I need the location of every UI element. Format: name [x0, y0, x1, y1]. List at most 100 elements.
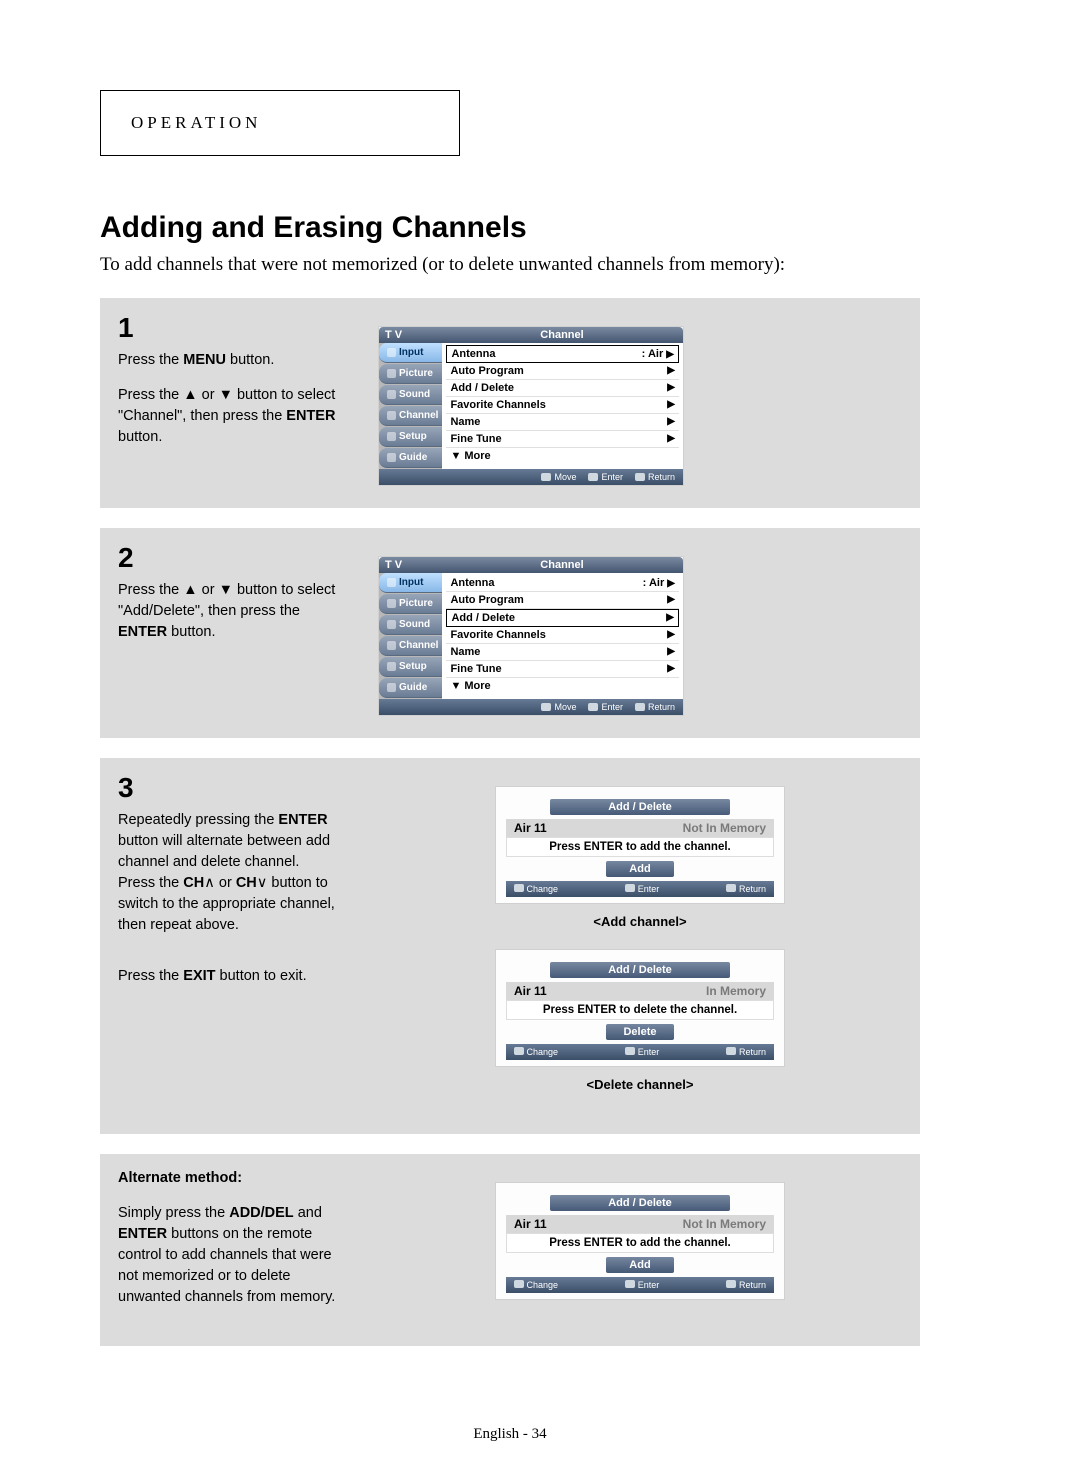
step-number: 1 — [118, 312, 338, 344]
intro-text: To add channels that were not memorized … — [100, 253, 920, 278]
change-icon — [514, 884, 524, 892]
return-icon — [726, 884, 736, 892]
sidebar-item[interactable]: Guide — [379, 448, 442, 468]
dialog-title: Add / Delete — [550, 799, 730, 815]
step-1-screenshot: T V Channel Input Picture Sound Channel … — [378, 312, 902, 486]
dialog-message: Press ENTER to delete the channel. — [506, 1000, 774, 1020]
input-icon — [387, 348, 396, 357]
step-1: 1 Press the MENU button. Press the ▲ or … — [100, 298, 920, 508]
step-2: 2 Press the ▲ or ▼ button to select "Add… — [100, 528, 920, 738]
step-1-p1: Press the MENU button. — [118, 350, 338, 371]
step-2-instructions: 2 Press the ▲ or ▼ button to select "Add… — [118, 542, 338, 716]
menu-main: Antenna: Air ▶ Auto Program▶ Add / Delet… — [442, 343, 683, 469]
chevron-right-icon: ▶ — [667, 663, 675, 675]
menu-section-title: Channel — [441, 557, 683, 573]
menu-row[interactable]: Antenna: Air ▶ — [446, 345, 679, 363]
return-icon — [635, 703, 645, 711]
menu-row[interactable]: Antenna: Air ▶ — [446, 575, 679, 592]
setup-icon — [387, 432, 396, 441]
delete-caption: <Delete channel> — [378, 1077, 902, 1092]
dialog-message: Press ENTER to add the channel. — [506, 837, 774, 857]
menu-footer: Move Enter Return — [379, 469, 683, 485]
sidebar-item[interactable]: Channel — [379, 406, 442, 426]
menu-row-more[interactable]: ▼ More — [446, 448, 679, 464]
enter-icon — [588, 703, 598, 711]
chevron-right-icon: ▶ — [667, 594, 675, 606]
step-number: 3 — [118, 772, 338, 804]
chevron-right-icon: ▶ — [667, 382, 675, 394]
step-3-instructions: 3 Repeatedly pressing the ENTER button w… — [118, 772, 338, 1112]
page: OPERATION Adding and Erasing Channels To… — [100, 90, 920, 1443]
dialog-title: Add / Delete — [550, 1195, 730, 1211]
step-number: 2 — [118, 542, 338, 574]
menu-sidebar: Input Picture Sound Channel Setup Guide — [379, 573, 442, 699]
sidebar-item[interactable]: Channel — [379, 636, 442, 656]
sidebar-item[interactable]: Input — [379, 573, 442, 593]
enter-icon — [625, 1047, 635, 1055]
menu-row[interactable]: Name▶ — [446, 644, 679, 661]
delete-button[interactable]: Delete — [606, 1024, 674, 1040]
channel-icon — [387, 411, 396, 420]
guide-icon — [387, 683, 396, 692]
chevron-right-icon: ▶ — [667, 433, 675, 445]
menu-row[interactable]: Fine Tune▶ — [446, 661, 679, 678]
dialog-footer: Change Enter Return — [506, 1044, 774, 1060]
delete-dialog: Add / Delete Air 11In Memory Press ENTER… — [495, 949, 785, 1067]
add-button[interactable]: Add — [606, 1257, 674, 1273]
change-icon — [514, 1047, 524, 1055]
dialog-footer: Change Enter Return — [506, 881, 774, 897]
menu-section-title: Channel — [441, 327, 683, 343]
menu-row[interactable]: Auto Program▶ — [446, 592, 679, 609]
step-1-p2: Press the ▲ or ▼ button to select "Chann… — [118, 385, 338, 448]
step-3-p2: Press the EXIT button to exit. — [118, 966, 338, 987]
alternate-heading: Alternate method: — [118, 1168, 338, 1189]
add-dialog: Add / Delete Air 11Not In Memory Press E… — [495, 1182, 785, 1300]
sidebar-item[interactable]: Picture — [379, 594, 442, 614]
step-2-p1: Press the ▲ or ▼ button to select "Add/D… — [118, 580, 338, 643]
menu-sidebar: Input Picture Sound Channel Setup Guide — [379, 343, 442, 469]
change-icon — [514, 1280, 524, 1288]
sidebar-item[interactable]: Sound — [379, 615, 442, 635]
step-3-screenshot: Add / Delete Air 11Not In Memory Press E… — [378, 772, 902, 1112]
menu-row-more[interactable]: ▼ More — [446, 678, 679, 694]
move-icon — [541, 473, 551, 481]
section-header: OPERATION — [100, 90, 460, 156]
return-icon — [726, 1280, 736, 1288]
sidebar-item[interactable]: Guide — [379, 678, 442, 698]
tv-menu: T V Channel Input Picture Sound Channel … — [378, 556, 684, 716]
add-dialog: Add / Delete Air 11Not In Memory Press E… — [495, 786, 785, 904]
tv-menu: T V Channel Input Picture Sound Channel … — [378, 326, 684, 486]
step-3: 3 Repeatedly pressing the ENTER button w… — [100, 758, 920, 1134]
enter-icon — [625, 1280, 635, 1288]
menu-row[interactable]: Favorite Channels▶ — [446, 397, 679, 414]
return-icon — [726, 1047, 736, 1055]
alternate-method: Alternate method: Simply press the ADD/D… — [100, 1154, 920, 1346]
menu-row[interactable]: Add / Delete▶ — [446, 609, 679, 627]
move-icon — [541, 703, 551, 711]
sidebar-item[interactable]: Setup — [379, 427, 442, 447]
dialog-footer: Change Enter Return — [506, 1277, 774, 1293]
sidebar-item[interactable]: Input — [379, 343, 442, 363]
menu-main: Antenna: Air ▶ Auto Program▶ Add / Delet… — [442, 573, 683, 699]
menu-row[interactable]: Name▶ — [446, 414, 679, 431]
add-button[interactable]: Add — [606, 861, 674, 877]
sound-icon — [387, 620, 396, 629]
dialog-title: Add / Delete — [550, 962, 730, 978]
menu-row[interactable]: Favorite Channels▶ — [446, 627, 679, 644]
dialog-channel-row: Air 11Not In Memory — [506, 819, 774, 837]
return-icon — [635, 473, 645, 481]
dialog-channel-row: Air 11In Memory — [506, 982, 774, 1000]
sidebar-item[interactable]: Sound — [379, 385, 442, 405]
enter-icon — [625, 884, 635, 892]
memory-status: Not In Memory — [683, 1217, 766, 1231]
sidebar-item[interactable]: Setup — [379, 657, 442, 677]
menu-row[interactable]: Fine Tune▶ — [446, 431, 679, 448]
chevron-right-icon: ▶ — [667, 646, 675, 658]
dialog-message: Press ENTER to add the channel. — [506, 1233, 774, 1253]
menu-row[interactable]: Add / Delete▶ — [446, 380, 679, 397]
page-footer: English - 34 — [100, 1426, 920, 1443]
memory-status: In Memory — [706, 984, 766, 998]
sidebar-item[interactable]: Picture — [379, 364, 442, 384]
step-2-screenshot: T V Channel Input Picture Sound Channel … — [378, 542, 902, 716]
menu-row[interactable]: Auto Program▶ — [446, 363, 679, 380]
